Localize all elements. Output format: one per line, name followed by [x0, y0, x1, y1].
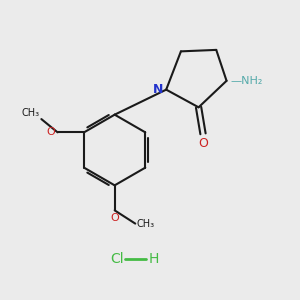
Text: H: H [148, 252, 159, 266]
Text: N: N [153, 83, 163, 96]
Text: O: O [198, 137, 208, 150]
Text: CH₃: CH₃ [137, 219, 155, 229]
Text: Cl: Cl [110, 252, 124, 266]
Text: CH₃: CH₃ [22, 108, 40, 118]
Text: O: O [110, 213, 119, 223]
Text: O: O [46, 127, 55, 137]
Text: —NH₂: —NH₂ [230, 76, 262, 86]
